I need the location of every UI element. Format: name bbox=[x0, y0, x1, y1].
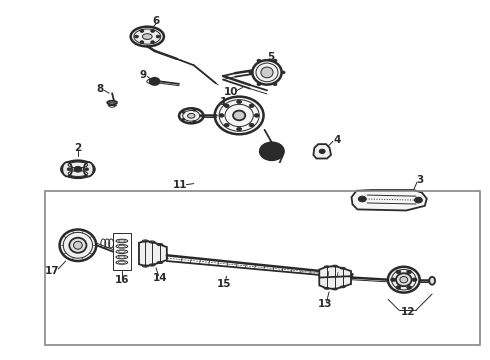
Circle shape bbox=[224, 104, 229, 108]
Polygon shape bbox=[319, 266, 351, 289]
Circle shape bbox=[150, 78, 159, 85]
Circle shape bbox=[224, 123, 229, 127]
Circle shape bbox=[135, 35, 139, 38]
Circle shape bbox=[257, 59, 261, 62]
Circle shape bbox=[391, 278, 395, 282]
Ellipse shape bbox=[62, 162, 72, 176]
Circle shape bbox=[67, 168, 71, 171]
Circle shape bbox=[254, 114, 259, 117]
Text: 10: 10 bbox=[224, 87, 239, 97]
Polygon shape bbox=[139, 241, 167, 266]
Ellipse shape bbox=[143, 34, 152, 40]
Ellipse shape bbox=[188, 113, 195, 118]
Text: 11: 11 bbox=[173, 180, 188, 190]
Ellipse shape bbox=[429, 277, 435, 285]
Text: 4: 4 bbox=[333, 135, 341, 145]
Ellipse shape bbox=[60, 229, 96, 261]
Ellipse shape bbox=[400, 276, 408, 283]
Ellipse shape bbox=[215, 96, 264, 134]
Text: 5: 5 bbox=[267, 52, 274, 62]
Text: 9: 9 bbox=[140, 69, 147, 80]
Polygon shape bbox=[351, 190, 427, 211]
Ellipse shape bbox=[131, 27, 164, 46]
Circle shape bbox=[412, 278, 417, 282]
Text: 13: 13 bbox=[318, 300, 332, 310]
Circle shape bbox=[237, 127, 242, 131]
Circle shape bbox=[269, 149, 275, 153]
Circle shape bbox=[193, 109, 196, 111]
Circle shape bbox=[249, 123, 254, 127]
Ellipse shape bbox=[107, 101, 117, 104]
Text: 14: 14 bbox=[153, 273, 167, 283]
Text: 12: 12 bbox=[400, 307, 415, 317]
Circle shape bbox=[140, 41, 144, 44]
Ellipse shape bbox=[84, 162, 94, 176]
Bar bbox=[45, 191, 480, 345]
Polygon shape bbox=[314, 144, 331, 158]
Circle shape bbox=[407, 286, 412, 289]
Circle shape bbox=[151, 30, 155, 32]
Circle shape bbox=[257, 83, 261, 86]
Circle shape bbox=[219, 114, 224, 117]
Ellipse shape bbox=[261, 67, 273, 78]
Circle shape bbox=[140, 30, 144, 32]
Ellipse shape bbox=[179, 108, 203, 123]
Text: 6: 6 bbox=[152, 17, 160, 27]
Circle shape bbox=[396, 286, 401, 289]
Ellipse shape bbox=[61, 161, 95, 178]
Circle shape bbox=[74, 166, 82, 172]
Text: 1: 1 bbox=[220, 97, 227, 107]
Ellipse shape bbox=[388, 267, 419, 293]
Circle shape bbox=[199, 115, 202, 117]
Ellipse shape bbox=[233, 111, 245, 120]
Circle shape bbox=[182, 111, 185, 113]
Text: 16: 16 bbox=[115, 275, 129, 285]
Circle shape bbox=[85, 168, 89, 171]
Circle shape bbox=[182, 118, 185, 121]
Circle shape bbox=[358, 196, 366, 202]
Circle shape bbox=[151, 41, 155, 44]
Circle shape bbox=[273, 59, 277, 62]
Text: 15: 15 bbox=[217, 279, 232, 289]
Text: 17: 17 bbox=[45, 266, 60, 276]
Circle shape bbox=[396, 270, 401, 274]
Bar bbox=[113, 233, 131, 270]
Circle shape bbox=[319, 149, 325, 153]
Circle shape bbox=[260, 143, 284, 160]
Circle shape bbox=[273, 83, 277, 86]
Ellipse shape bbox=[70, 238, 86, 253]
Circle shape bbox=[156, 35, 160, 38]
Text: 8: 8 bbox=[97, 84, 104, 94]
Circle shape bbox=[415, 197, 422, 203]
Text: 3: 3 bbox=[416, 175, 423, 185]
Circle shape bbox=[407, 270, 412, 274]
Circle shape bbox=[193, 121, 196, 123]
Ellipse shape bbox=[74, 241, 82, 249]
Ellipse shape bbox=[252, 60, 282, 85]
Text: 2: 2 bbox=[74, 143, 81, 153]
Circle shape bbox=[249, 71, 253, 74]
Circle shape bbox=[281, 71, 285, 74]
Text: 7: 7 bbox=[276, 155, 284, 165]
Circle shape bbox=[249, 104, 254, 108]
Circle shape bbox=[237, 100, 242, 104]
Ellipse shape bbox=[396, 273, 412, 286]
